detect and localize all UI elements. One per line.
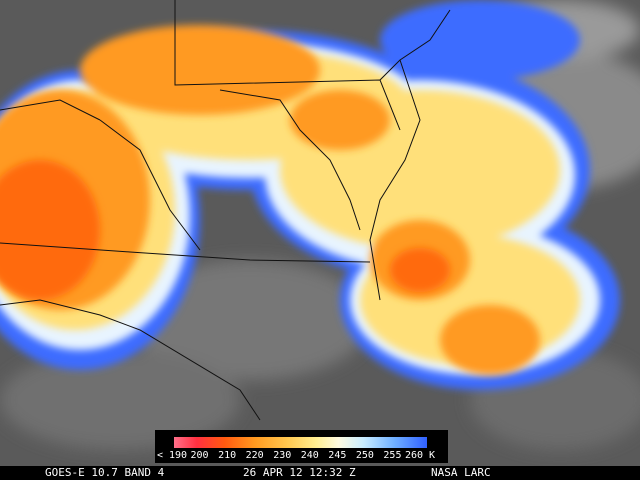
footer-bar <box>0 466 640 480</box>
legend-colorbar <box>174 437 427 448</box>
legend-label: 240 <box>301 450 319 461</box>
legend-label: 260 K <box>405 450 435 461</box>
timestamp: 26 APR 12 12:32 Z <box>243 466 356 479</box>
source-label: NASA LARC <box>431 466 491 479</box>
legend-label: 210 <box>218 450 236 461</box>
legend-label: 255 <box>383 450 401 461</box>
legend-label: 245 <box>328 450 346 461</box>
red-cloud <box>0 160 450 300</box>
legend-label: 230 <box>273 450 291 461</box>
legend-label: 250 <box>356 450 374 461</box>
legend-label: 200 <box>191 450 209 461</box>
legend-label: < 190 <box>157 450 187 461</box>
satellite-label: GOES-E 10.7 BAND 4 <box>45 466 165 479</box>
legend-label: 220 <box>246 450 264 461</box>
borders <box>0 0 451 421</box>
